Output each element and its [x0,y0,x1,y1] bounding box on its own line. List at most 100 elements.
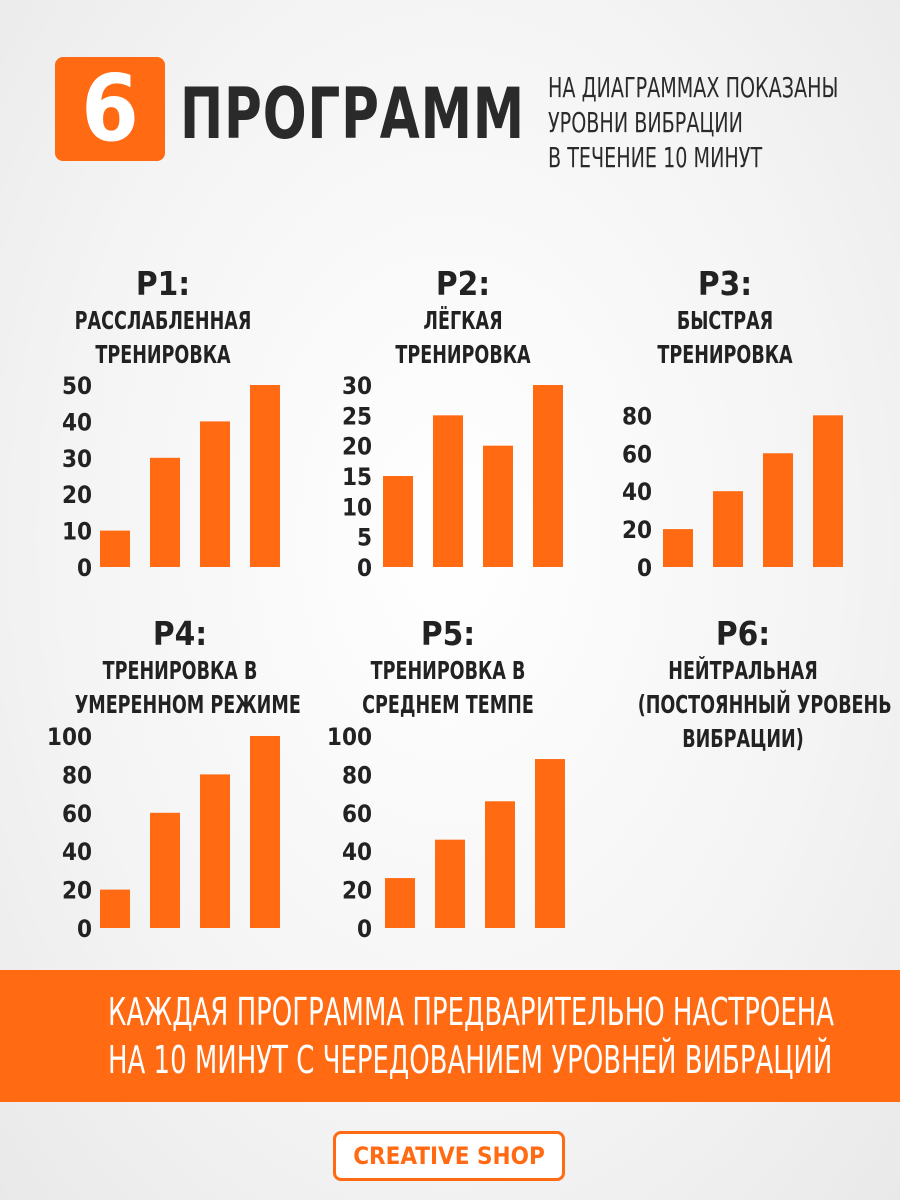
info-banner: КАЖДАЯ ПРОГРАММА ПРЕДВАРИТЕЛЬНО НАСТРОЕН… [0,970,900,1102]
program-name: ТРЕНИРОВКА В СРЕДНЕМ ТЕМПЕ [343,654,554,722]
y-tick-label: 40 [62,408,92,436]
bar [250,385,280,567]
bar [250,736,280,928]
y-tick-label: 0 [357,554,372,582]
program-name: БЫСТРАЯ ТРЕНИРОВКА [620,304,831,372]
program-p6-title: P6: НЕЙТРАЛЬНАЯ (ПОСТОЯННЫЙ УРОВЕНЬ ВИБР… [608,614,892,756]
y-tick-label: 20 [342,433,372,461]
y-tick-label: 20 [342,877,372,905]
y-tick-label: 10 [342,493,372,521]
y-tick-label: 60 [62,800,92,828]
bar [663,529,693,567]
program-name: НЕЙТРАЛЬНАЯ (ПОСТОЯННЫЙ УРОВЕНЬ ВИБРАЦИИ… [637,654,892,756]
y-tick-label: 60 [342,800,372,828]
program-name-line: НЕЙТРАЛЬНАЯ [668,656,818,685]
chart-p3: 0 20 40 60 80 [610,380,850,582]
number-badge: 6 [55,57,165,161]
bar [813,415,843,567]
program-code: P5: [420,614,476,653]
brand-logo: CREATIVE SHOP [333,1131,565,1181]
y-tick-label: 40 [342,838,372,866]
y-tick-label: 0 [77,915,92,943]
program-name-line: ТРЕНИРОВКА [95,340,231,369]
program-name: РАССЛАБЛЕННАЯ ТРЕНИРОВКА [58,304,269,372]
bar [713,491,743,567]
banner-line: КАЖДАЯ ПРОГРАММА ПРЕДВАРИТЕЛЬНО НАСТРОЕН… [108,990,835,1034]
y-tick-label: 40 [622,478,652,506]
y-tick-label: 0 [357,915,372,943]
bar [200,774,230,928]
y-tick-label: 20 [622,516,652,544]
bar [533,385,563,567]
chart-svg: 0 20 40 60 80 100 [47,723,280,943]
bar [485,801,515,928]
y-tick-label: 5 [357,524,372,552]
y-tick-label: 50 [62,372,92,400]
subtitle-line: НА ДИАГРАММАХ ПОКАЗАНЫ [548,71,839,104]
program-p5-title: P5: ТРЕНИРОВКА В СРЕДНЕМ ТЕМПЕ [313,614,583,722]
program-p4-title: P4: ТРЕНИРОВКА В УМЕРЕННОМ РЕЖИМЕ [45,614,315,722]
y-tick-label: 100 [327,723,372,751]
bar [483,445,513,567]
program-name-line: ЛЁГКАЯ [423,306,503,335]
bar [435,839,465,928]
program-name-line: РАССЛАБЛЕННАЯ [74,306,252,335]
program-code: P6: [715,614,771,653]
program-name-line: ТРЕНИРОВКА В [102,656,258,685]
program-code: P4: [152,614,208,653]
y-tick-label: 25 [342,402,372,430]
subtitle-line: УРОВНИ ВИБРАЦИИ [548,106,743,139]
bar [200,421,230,567]
program-name-line: СРЕДНЕМ ТЕМПЕ [362,690,534,719]
y-tick-label: 30 [62,445,92,473]
y-tick-label: 10 [62,518,92,546]
program-name-line: ТРЕНИРОВКА [395,340,531,369]
chart-p4: 0 20 40 60 80 100 [47,723,295,943]
program-code: P1: [135,264,191,303]
program-p2-title: P2: ЛЁГКАЯ ТРЕНИРОВКА [328,264,598,372]
y-tick-label: 80 [342,761,372,789]
bar [150,812,180,928]
program-code: P3: [697,264,753,303]
subtitle-line: В ТЕЧЕНИЕ 10 МИНУТ [548,141,763,174]
bar [150,457,180,567]
chart-p1: 0 10 20 30 40 50 [55,372,295,582]
chart-p5: 0 20 40 60 80 100 [327,723,575,943]
bar [535,759,565,928]
y-tick-label: 40 [62,838,92,866]
chart-svg: 0 20 40 60 80 [622,402,843,582]
program-name: ТРЕНИРОВКА В УМЕРЕННОМ РЕЖИМЕ [74,654,301,722]
y-tick-label: 100 [47,723,92,751]
chart-svg: 0 10 20 30 40 50 [62,372,280,582]
program-name-line: УМЕРЕННОМ РЕЖИМЕ [74,690,301,719]
bar [100,530,130,567]
y-tick-label: 20 [62,481,92,509]
program-name: ЛЁГКАЯ ТРЕНИРОВКА [358,304,569,372]
y-tick-label: 60 [622,440,652,468]
y-tick-label: 0 [637,554,652,582]
program-name-line: (ПОСТОЯННЫЙ УРОВЕНЬ [637,690,892,719]
program-code: P2: [435,264,491,303]
bar [433,415,463,567]
program-p1-title: P1: РАССЛАБЛЕННАЯ ТРЕНИРОВКА [28,264,298,372]
program-p3-title: P3: БЫСТРАЯ ТРЕНИРОВКА [590,264,860,372]
y-tick-label: 20 [62,877,92,905]
program-name-line: ВИБРАЦИИ) [682,724,804,753]
bar [385,878,415,928]
program-name-line: ТРЕНИРОВКА [657,340,793,369]
chart-svg: 0 20 40 60 80 100 [327,723,565,943]
y-tick-label: 80 [62,761,92,789]
bar [383,476,413,567]
subtitle: НА ДИАГРАММАХ ПОКАЗАНЫ УРОВНИ ВИБРАЦИИ В… [548,70,867,175]
bar [100,889,130,928]
y-tick-label: 80 [622,402,652,430]
program-name-line: БЫСТРАЯ [676,306,774,335]
chart-p2: 0 5 10 15 20 25 30 [335,372,575,582]
y-tick-label: 0 [77,554,92,582]
y-tick-label: 30 [342,372,372,400]
y-tick-label: 15 [342,463,372,491]
bar [763,453,793,567]
banner-line: НА 10 МИНУТ С ЧЕРЕДОВАНИЕМ УРОВНЕЙ ВИБРА… [108,1038,833,1082]
headline: ПРОГРАММ [180,73,526,155]
